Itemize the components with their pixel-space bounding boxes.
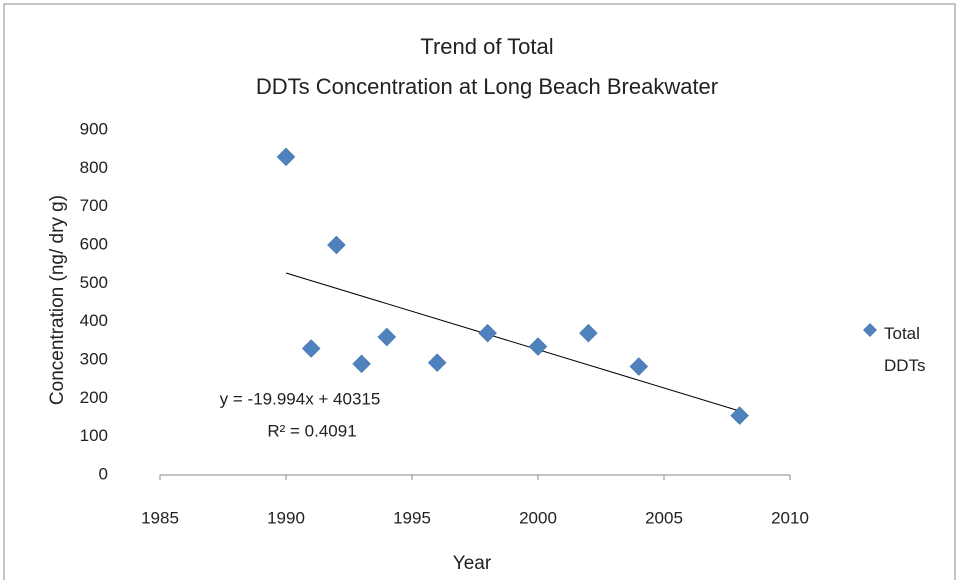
- legend-label: Total DDTs: [884, 324, 926, 375]
- trend-r2: R² = 0.4091: [267, 421, 356, 440]
- point: [377, 327, 397, 347]
- point: [427, 353, 447, 373]
- trendline: [285, 272, 740, 412]
- y-tick-label: 800: [80, 158, 108, 177]
- point: [579, 323, 598, 343]
- trend-equation: y = -19.994x + 40315: [220, 389, 381, 408]
- y-tick-label: 600: [80, 234, 108, 253]
- y-tick-label: 100: [80, 426, 108, 445]
- x-tick-label: 2005: [645, 508, 683, 527]
- chart-border: [3, 3, 956, 580]
- point: [301, 339, 321, 358]
- y-tick-label: 0: [99, 464, 108, 483]
- chart-title: DDTs Concentration at Long Beach Breakwa…: [256, 74, 718, 99]
- point: [327, 235, 346, 255]
- point: [629, 357, 649, 376]
- legend-marker: [863, 323, 877, 337]
- x-tick-label: 1985: [141, 508, 179, 527]
- y-axis-label: Concentration (ng/ dry g): [47, 195, 68, 405]
- point: [352, 354, 371, 374]
- point: [478, 323, 497, 343]
- point: [730, 406, 749, 425]
- y-tick-label: 500: [80, 273, 108, 292]
- y-tick-label: 700: [80, 196, 108, 215]
- y-tick-label: 300: [80, 349, 108, 368]
- x-tick-label: 2010: [771, 508, 809, 527]
- x-axis-label: Year: [453, 553, 492, 574]
- x-tick-label: 1995: [393, 508, 431, 527]
- x-tick-label: 1990: [267, 508, 305, 527]
- x-tick-label: 2000: [519, 508, 557, 527]
- y-tick-label: 900: [80, 119, 108, 138]
- chart-title: Trend of Total: [420, 34, 553, 59]
- point: [528, 337, 548, 356]
- point: [276, 147, 296, 167]
- y-tick-label: 200: [80, 388, 108, 407]
- y-tick-label: 400: [80, 311, 108, 330]
